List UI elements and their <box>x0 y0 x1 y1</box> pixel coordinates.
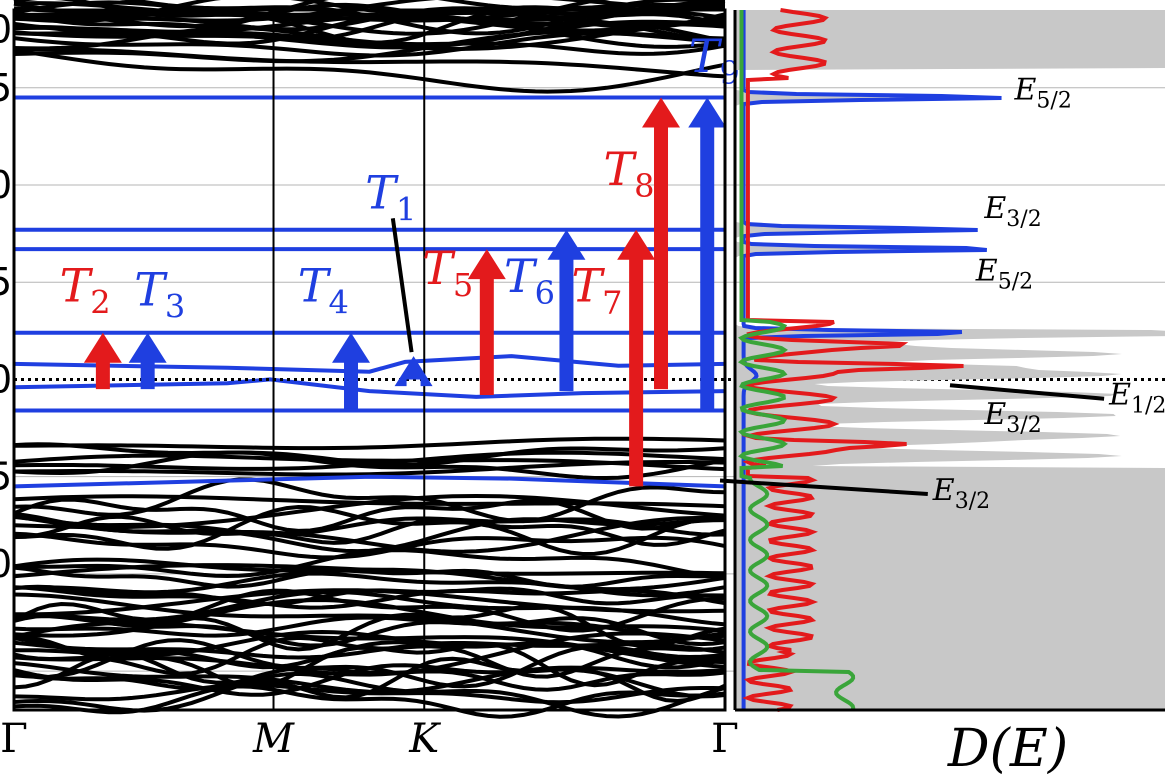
defect-level <box>13 474 726 489</box>
band-panel-frame <box>12 8 727 712</box>
transition-arrow-8 <box>642 97 681 390</box>
transition-arrow-2 <box>83 332 122 390</box>
bulk-band <box>13 477 726 524</box>
defect-level <box>13 354 726 374</box>
band-structure-panel: Γ M K Γ 0 5 0 5 0 5 0 T1 T2 T3 T4 T5 T6 T7 T8 T9 <box>0 0 1165 762</box>
bulk-band <box>13 450 726 471</box>
bulk-band <box>13 638 726 689</box>
dos-annotation-4: E3/2 <box>983 397 1041 438</box>
bulk-band <box>13 514 726 537</box>
bulk-band <box>13 620 726 669</box>
bulk-band <box>13 0 726 23</box>
transition-label-8: T8 <box>603 142 654 205</box>
dos-annotation-5: E3/2 <box>932 473 990 514</box>
bulk-band <box>13 436 726 451</box>
y-tick-label: 0 <box>0 163 12 207</box>
transition-label-3: T3 <box>134 263 185 326</box>
transition-arrow-3 <box>128 332 167 390</box>
transition-arrow-1 <box>394 356 433 387</box>
y-tick-label: 5 <box>0 260 12 304</box>
dos-partial <box>737 10 856 711</box>
dos-total <box>735 10 1165 710</box>
bulk-band <box>13 548 726 580</box>
transition-label-7: T7 <box>571 259 622 322</box>
transition-pointer <box>390 218 414 353</box>
dos-annotation-2: E5/2 <box>975 253 1033 294</box>
bulk-bands <box>13 0 726 719</box>
bulk-band <box>13 1 726 33</box>
bulk-band <box>13 565 726 589</box>
x-tick-label: Γ <box>0 716 28 762</box>
bulk-band <box>13 453 726 472</box>
transition-arrow-4 <box>332 332 371 409</box>
dos-annotation-0: E5/2 <box>1014 72 1072 113</box>
bulk-band <box>13 588 726 617</box>
dos-annotation-pointer <box>949 383 1105 401</box>
defect-level <box>13 377 726 399</box>
bulk-band <box>13 635 726 679</box>
dos-annotation-pointer <box>719 478 928 496</box>
bulk-band <box>13 531 726 560</box>
bulk-band <box>13 588 726 633</box>
transition-label-6: T6 <box>504 249 555 312</box>
y-tick-label: 5 <box>0 66 12 110</box>
y-tick-label: 0 <box>0 357 12 401</box>
transition-label-4: T4 <box>298 259 349 322</box>
transition-arrow-7 <box>617 229 656 487</box>
transition-arrow-5 <box>467 249 506 395</box>
dos-panel: E5/2 E3/2 E5/2 E1/2 E3/2 E3/2 D(E) <box>719 8 1165 778</box>
y-tick-label: 0 <box>0 542 12 586</box>
transition-label-1: T1 <box>365 165 416 228</box>
bulk-band <box>13 592 726 645</box>
x-tick-label: K <box>408 716 441 762</box>
bulk-band <box>13 47 726 79</box>
bulk-band <box>13 48 726 94</box>
y-tick-label: 5 <box>0 455 12 499</box>
bulk-band <box>13 585 726 610</box>
dos-spin-down <box>741 8 964 712</box>
transition-arrows: T1 T2 T3 T4 T5 T6 T7 T8 T9 <box>60 29 740 487</box>
dos-xlabel: D(E) <box>947 719 1068 778</box>
transition-arrow-9 <box>688 97 727 411</box>
defect-levels <box>13 95 726 489</box>
transition-label-5: T5 <box>422 241 473 304</box>
x-tick-label: Γ <box>711 716 739 762</box>
transition-label-9: T9 <box>689 29 740 92</box>
x-tick-label: M <box>252 716 295 762</box>
dos-annotation-1: E3/2 <box>983 191 1041 232</box>
bulk-band <box>13 514 726 547</box>
bulk-band <box>13 494 726 509</box>
transition-label-2: T2 <box>60 259 111 322</box>
bulk-band <box>13 682 726 705</box>
y-tick-label: 0 <box>0 7 12 51</box>
transition-arrow-6 <box>547 229 586 392</box>
dos-annotation-3: E1/2 <box>1108 378 1165 419</box>
